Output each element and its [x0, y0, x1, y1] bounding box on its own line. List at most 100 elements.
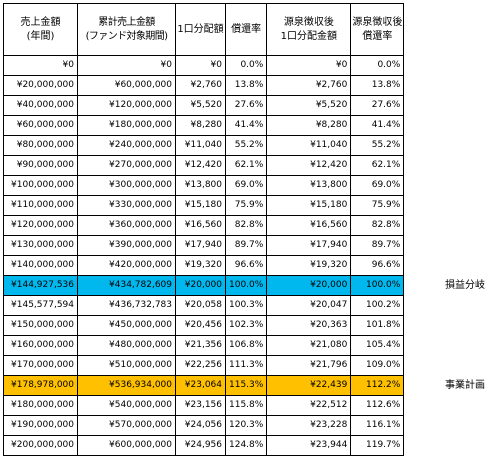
- table-row: ¥170,000,000 ¥510,000,000 ¥22,256 111.3% ¥21…: [3, 355, 405, 376]
- cell-redemption-rate: 115.3%: [224, 375, 268, 396]
- cell-cumulative-sales: ¥450,000,000: [77, 315, 176, 336]
- cell-cumulative-sales: ¥330,000,000: [77, 195, 176, 216]
- cell-redemption-rate: 89.7%: [224, 235, 268, 256]
- cell-distribution: ¥24,956: [175, 435, 226, 456]
- cell-annual-sales: ¥80,000,000: [3, 135, 78, 156]
- table-row: ¥180,000,000 ¥540,000,000 ¥23,156 115.8% ¥22…: [3, 395, 405, 416]
- cell-after-tax-distribution: ¥15,180: [266, 195, 352, 216]
- cell-after-tax-rate: 109.0%: [350, 355, 405, 376]
- cell-after-tax-rate: 96.6%: [350, 255, 405, 276]
- cell-cumulative-sales: ¥434,782,609: [77, 275, 176, 296]
- cell-redemption-rate: 55.2%: [224, 135, 268, 156]
- cell-annual-sales: ¥40,000,000: [3, 95, 78, 116]
- cell-cumulative-sales: ¥300,000,000: [77, 175, 176, 196]
- header-after-tax-redemption-rate: 源泉徴収後 償還率: [350, 3, 405, 56]
- cell-after-tax-distribution: ¥17,940: [266, 235, 352, 256]
- header-line: 償還率: [231, 23, 262, 35]
- cell-redemption-rate: 120.3%: [224, 415, 268, 436]
- cell-after-tax-distribution: ¥5,520: [266, 95, 352, 116]
- cell-cumulative-sales: ¥600,000,000: [77, 435, 176, 456]
- cell-annual-sales: ¥90,000,000: [3, 155, 78, 176]
- cell-distribution: ¥17,940: [175, 235, 226, 256]
- cell-after-tax-rate: 75.9%: [350, 195, 405, 216]
- table-row: ¥20,000,000 ¥60,000,000 ¥2,760 13.8% ¥2,760 1…: [3, 75, 405, 96]
- cell-after-tax-distribution: ¥20,047: [266, 295, 352, 316]
- cell-distribution: ¥22,256: [175, 355, 226, 376]
- cell-annual-sales: ¥60,000,000: [3, 115, 78, 136]
- cell-after-tax-distribution: ¥11,040: [266, 135, 352, 156]
- cell-distribution: ¥20,456: [175, 315, 226, 336]
- cell-after-tax-rate: 62.1%: [350, 155, 405, 176]
- cell-cumulative-sales: ¥436,732,783: [77, 295, 176, 316]
- cell-after-tax-distribution: ¥22,512: [266, 395, 352, 416]
- cell-annual-sales: ¥180,000,000: [3, 395, 78, 416]
- header-line: 源泉徴収後: [352, 16, 403, 28]
- cell-distribution: ¥13,800: [175, 175, 226, 196]
- table-row: ¥178,978,000 ¥536,934,000 ¥23,064 115.3% ¥22…: [3, 375, 405, 396]
- cell-after-tax-distribution: ¥8,280: [266, 115, 352, 136]
- cell-distribution: ¥24,056: [175, 415, 226, 436]
- table-row: ¥40,000,000 ¥120,000,000 ¥5,520 27.6% ¥5,520…: [3, 95, 405, 116]
- header-cumulative-sales: 累計売上金額 (ファンド対象期間): [77, 3, 176, 56]
- header-line: 売上金額: [20, 16, 61, 28]
- cell-redemption-rate: 106.8%: [224, 335, 268, 356]
- cell-distribution: ¥11,040: [175, 135, 226, 156]
- cell-distribution: ¥23,064: [175, 375, 226, 396]
- cell-distribution: ¥23,156: [175, 395, 226, 416]
- header-line: (年間): [26, 30, 55, 42]
- table-row: ¥190,000,000 ¥570,000,000 ¥24,056 120.3% ¥23…: [3, 415, 405, 436]
- header-after-tax-distribution: 源泉徴収後 1口分配金額: [266, 3, 352, 56]
- cell-cumulative-sales: ¥270,000,000: [77, 155, 176, 176]
- breakeven-label: 損益分岐: [445, 279, 485, 291]
- cell-annual-sales: ¥0: [3, 55, 78, 76]
- table-row: ¥200,000,000 ¥600,000,000 ¥24,956 124.8% ¥23…: [3, 435, 405, 456]
- cell-cumulative-sales: ¥510,000,000: [77, 355, 176, 376]
- cell-annual-sales: ¥170,000,000: [3, 355, 78, 376]
- cell-after-tax-rate: 101.8%: [350, 315, 405, 336]
- header-line: 累計売上金額: [98, 16, 155, 28]
- cell-after-tax-rate: 116.1%: [350, 415, 405, 436]
- header-annual-sales: 売上金額 (年間): [3, 3, 78, 56]
- table-row: ¥130,000,000 ¥390,000,000 ¥17,940 89.7% ¥17,…: [3, 235, 405, 256]
- cell-redemption-rate: 0.0%: [224, 55, 268, 76]
- cell-redemption-rate: 115.8%: [224, 395, 268, 416]
- cell-after-tax-rate: 112.2%: [350, 375, 405, 396]
- header-line: 1口分配金額: [280, 30, 338, 42]
- cell-redemption-rate: 41.4%: [224, 115, 268, 136]
- cell-after-tax-distribution: ¥0: [266, 55, 352, 76]
- cell-redemption-rate: 111.3%: [224, 355, 268, 376]
- table-row: ¥80,000,000 ¥240,000,000 ¥11,040 55.2% ¥11,0…: [3, 135, 405, 156]
- cell-after-tax-rate: 69.0%: [350, 175, 405, 196]
- table-row: ¥140,000,000 ¥420,000,000 ¥19,320 96.6% ¥19,…: [3, 255, 405, 276]
- header-line: (ファンド対象期間): [85, 30, 168, 42]
- cell-after-tax-rate: 55.2%: [350, 135, 405, 156]
- cell-after-tax-rate: 13.8%: [350, 75, 405, 96]
- cell-distribution: ¥12,420: [175, 155, 226, 176]
- cell-redemption-rate: 100.0%: [224, 275, 268, 296]
- cell-after-tax-distribution: ¥13,800: [266, 175, 352, 196]
- cell-redemption-rate: 13.8%: [224, 75, 268, 96]
- cell-redemption-rate: 69.0%: [224, 175, 268, 196]
- cell-distribution: ¥15,180: [175, 195, 226, 216]
- cell-distribution: ¥8,280: [175, 115, 226, 136]
- cell-after-tax-distribution: ¥12,420: [266, 155, 352, 176]
- table-row: ¥120,000,000 ¥360,000,000 ¥16,560 82.8% ¥16,…: [3, 215, 405, 236]
- table-body: ¥0 ¥0 ¥0 0.0% ¥0 0.0% ¥20,000,000 ¥60,000,000 ¥2…: [3, 55, 405, 456]
- cell-redemption-rate: 62.1%: [224, 155, 268, 176]
- cell-after-tax-rate: 119.7%: [350, 435, 405, 456]
- cell-after-tax-distribution: ¥22,439: [266, 375, 352, 396]
- cell-annual-sales: ¥200,000,000: [3, 435, 78, 456]
- cell-cumulative-sales: ¥570,000,000: [77, 415, 176, 436]
- cell-annual-sales: ¥140,000,000: [3, 255, 78, 276]
- table-row: ¥144,927,536 ¥434,782,609 ¥20,000 100.0% ¥20…: [3, 275, 405, 296]
- header-line: 1口分配額: [177, 23, 224, 35]
- cell-distribution: ¥16,560: [175, 215, 226, 236]
- cell-annual-sales: ¥110,000,000: [3, 195, 78, 216]
- cell-cumulative-sales: ¥0: [77, 55, 176, 76]
- cell-after-tax-distribution: ¥19,320: [266, 255, 352, 276]
- table-row: ¥160,000,000 ¥480,000,000 ¥21,356 106.8% ¥21…: [3, 335, 405, 356]
- header-distribution-per-unit: 1口分配額: [175, 3, 226, 56]
- cell-cumulative-sales: ¥120,000,000: [77, 95, 176, 116]
- cell-after-tax-rate: 41.4%: [350, 115, 405, 136]
- cell-annual-sales: ¥100,000,000: [3, 175, 78, 196]
